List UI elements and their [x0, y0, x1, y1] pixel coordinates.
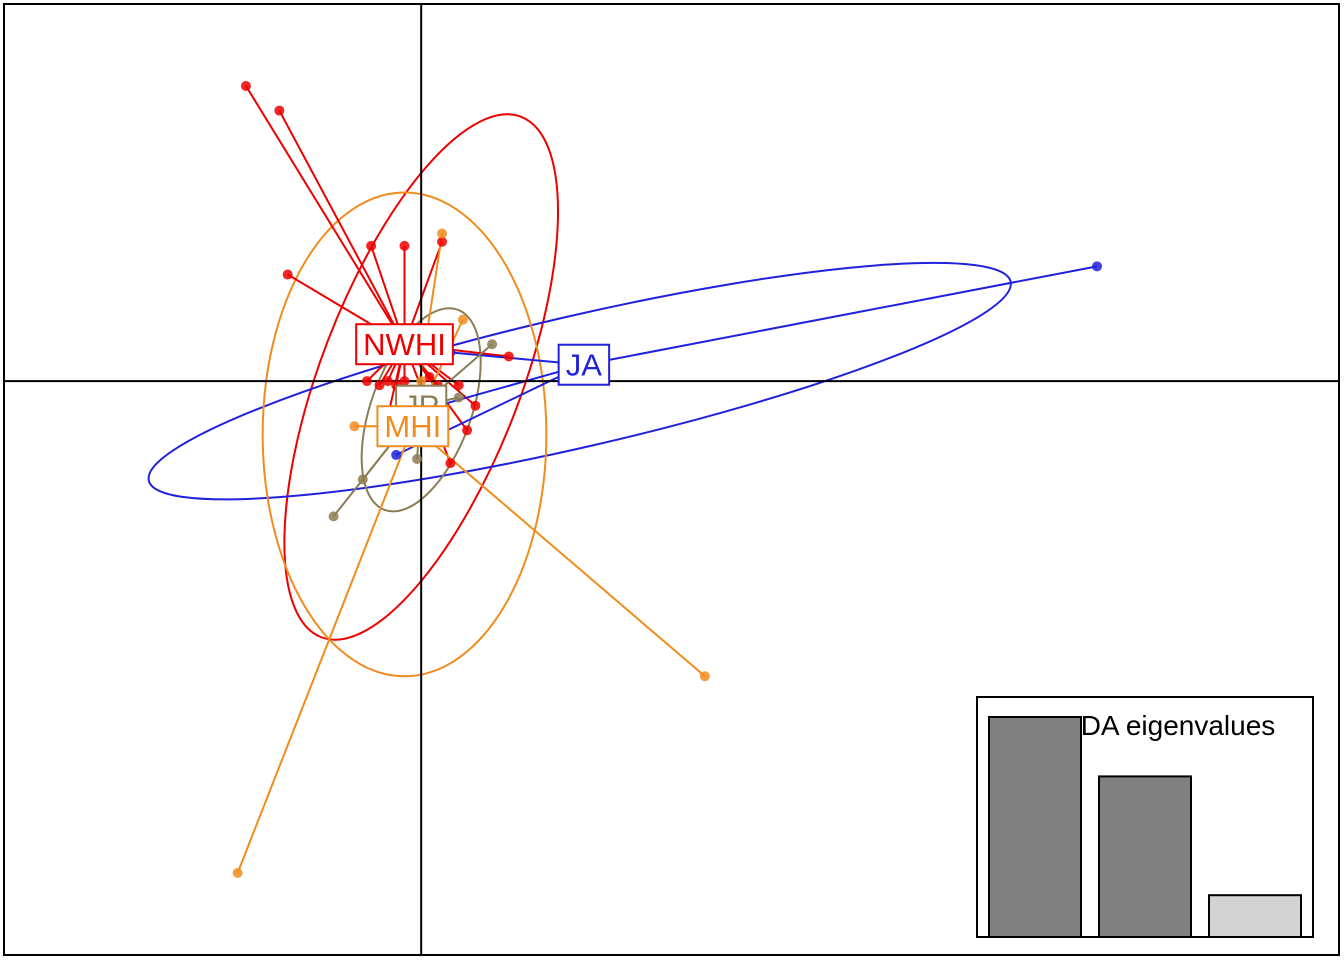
- group-label-ja: JA: [557, 343, 611, 386]
- group-label-box-mhi: [376, 405, 450, 448]
- point-nwhi-3: [399, 240, 410, 251]
- point-nwhi-5: [282, 269, 293, 280]
- point-mhi-2: [232, 868, 243, 879]
- point-nwhi-15: [470, 400, 481, 411]
- point-nwhi-14: [453, 380, 464, 391]
- eigenvalue-bar-2: [1208, 894, 1302, 939]
- point-jp-1: [453, 392, 464, 403]
- point-mhi-5: [416, 376, 427, 387]
- group-label-box-nwhi: [355, 323, 454, 366]
- plot-frame: [3, 3, 1340, 956]
- point-nwhi-9: [382, 376, 393, 387]
- point-nwhi-11: [399, 376, 410, 387]
- points-layer: [232, 80, 1103, 879]
- point-jp-0: [487, 339, 498, 350]
- point-nwhi-7: [361, 376, 372, 387]
- group-label-text-nwhi: NWHI: [363, 327, 446, 362]
- point-nwhi-6: [503, 351, 514, 362]
- ellipse-mhi: [261, 191, 548, 678]
- group-label-box-ja: [557, 343, 611, 386]
- point-jp-3: [328, 511, 339, 522]
- point-nwhi-8: [374, 380, 385, 391]
- ellipse-ja: [147, 261, 1012, 501]
- group-label-mhi: MHI: [376, 405, 450, 448]
- point-ja-0: [1092, 261, 1103, 272]
- labels-layer: NWHIJAJPMHI: [355, 323, 611, 448]
- point-nwhi-4: [437, 236, 448, 247]
- point-nwhi-12: [424, 372, 435, 383]
- ellipse-nwhi: [283, 113, 559, 641]
- segment-ja-0: [583, 265, 1098, 366]
- group-label-text-ja: JA: [566, 348, 603, 383]
- point-nwhi-18: [445, 458, 456, 469]
- point-nwhi-1: [274, 105, 285, 116]
- point-nwhi-16: [462, 425, 473, 436]
- group-label-nwhi: NWHI: [355, 323, 454, 366]
- group-label-text-mhi: MHI: [384, 409, 441, 444]
- point-mhi-3: [349, 421, 360, 432]
- eigenvalues-inset: DA eigenvalues: [976, 696, 1314, 939]
- point-jp-4: [412, 454, 423, 465]
- eigenvalues-title: DA eigenvalues: [1081, 710, 1276, 741]
- segment-mhi-2: [236, 425, 414, 874]
- ellipses-layer: [147, 113, 1012, 678]
- point-ja-1: [391, 449, 402, 460]
- segment-mhi-1: [412, 425, 706, 678]
- point-mhi-1: [699, 671, 710, 682]
- eigenvalue-bar-1: [1098, 775, 1192, 939]
- segment-nwhi-0: [245, 85, 406, 345]
- point-mhi-0: [437, 228, 448, 239]
- point-nwhi-0: [240, 80, 251, 91]
- axes-layer: [4, 4, 1339, 955]
- segment-nwhi-1: [278, 110, 406, 345]
- point-nwhi-2: [366, 240, 377, 251]
- point-mhi-4: [457, 314, 468, 325]
- eigenvalue-bar-0: [988, 716, 1082, 938]
- point-jp-2: [357, 474, 368, 485]
